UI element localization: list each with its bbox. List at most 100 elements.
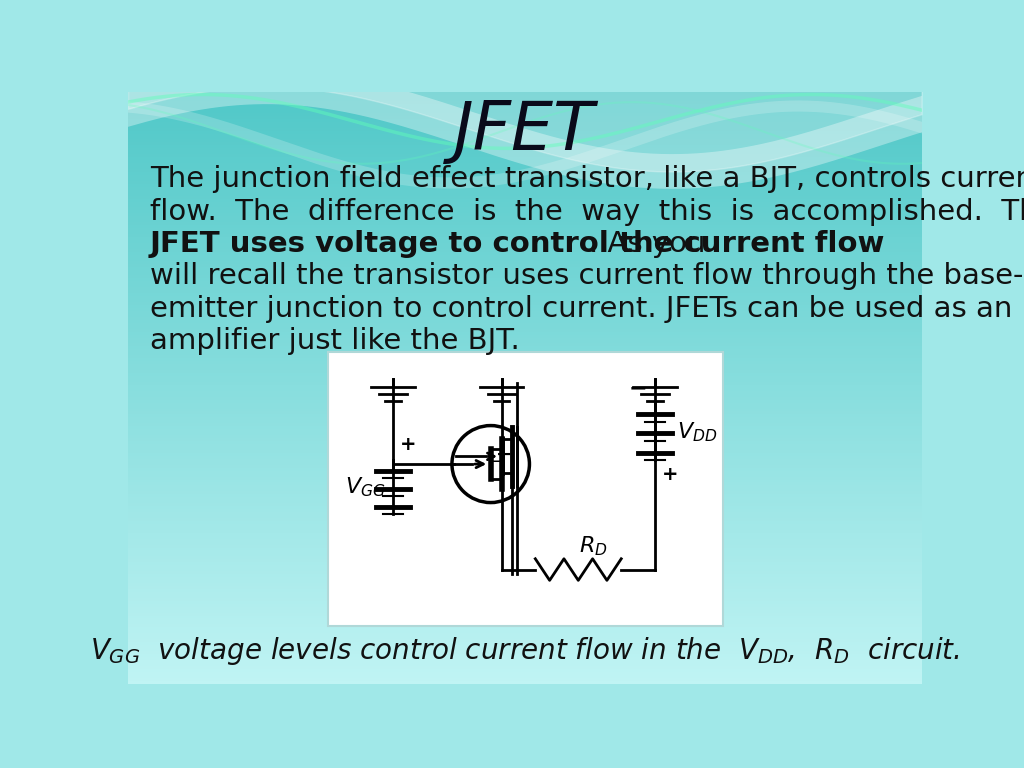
- Bar: [128, 515, 922, 518]
- Bar: [128, 580, 922, 583]
- Bar: [128, 300, 922, 302]
- Bar: [128, 423, 922, 426]
- Bar: [128, 402, 922, 406]
- Bar: [128, 571, 922, 574]
- Bar: [128, 287, 922, 290]
- Bar: [128, 353, 922, 356]
- Text: +: +: [663, 465, 679, 484]
- Bar: [128, 308, 922, 311]
- Bar: [128, 426, 922, 429]
- Bar: [128, 456, 922, 458]
- Bar: [128, 391, 922, 394]
- Bar: [128, 210, 922, 214]
- Bar: [128, 382, 922, 385]
- Bar: [128, 217, 922, 220]
- Bar: [128, 536, 922, 538]
- Bar: [128, 518, 922, 521]
- Bar: [128, 145, 922, 148]
- Bar: [128, 214, 922, 217]
- Bar: [128, 154, 922, 157]
- Bar: [128, 438, 922, 441]
- Bar: [128, 340, 922, 343]
- Bar: [128, 332, 922, 335]
- Text: $R_D$: $R_D$: [580, 535, 608, 558]
- Bar: [128, 335, 922, 338]
- Bar: [128, 672, 922, 674]
- Bar: [128, 500, 922, 503]
- Bar: [128, 594, 922, 598]
- Bar: [128, 169, 922, 172]
- Bar: [128, 527, 922, 530]
- Bar: [128, 545, 922, 548]
- Bar: [128, 568, 922, 571]
- Bar: [128, 161, 922, 163]
- Text: flow.  The  difference  is  the  way  this  is  accomplished.  The: flow. The difference is the way this is …: [150, 197, 1024, 226]
- Bar: [128, 492, 922, 495]
- Bar: [128, 258, 922, 260]
- Bar: [128, 530, 922, 533]
- Bar: [128, 663, 922, 666]
- Bar: [128, 601, 922, 604]
- Text: amplifier just like the BJT.: amplifier just like the BJT.: [150, 327, 519, 355]
- Bar: [128, 255, 922, 258]
- Bar: [128, 435, 922, 438]
- Bar: [128, 266, 922, 270]
- Bar: [128, 432, 922, 435]
- Bar: [128, 252, 922, 255]
- Text: JFET: JFET: [455, 98, 595, 164]
- Bar: [128, 142, 922, 145]
- Bar: [128, 524, 922, 527]
- Bar: [128, 385, 922, 388]
- Bar: [128, 260, 922, 263]
- Bar: [128, 634, 922, 636]
- Bar: [128, 175, 922, 178]
- Bar: [128, 98, 922, 101]
- Bar: [128, 180, 922, 184]
- Bar: [128, 479, 922, 482]
- Bar: [128, 388, 922, 391]
- Bar: [128, 399, 922, 402]
- Bar: [128, 509, 922, 512]
- Text: will recall the transistor uses current flow through the base-: will recall the transistor uses current …: [150, 262, 1023, 290]
- Bar: [128, 222, 922, 225]
- Bar: [128, 458, 922, 462]
- Bar: [128, 119, 922, 121]
- Bar: [128, 358, 922, 361]
- Bar: [128, 379, 922, 382]
- Bar: [128, 104, 922, 107]
- Bar: [128, 613, 922, 615]
- Bar: [128, 412, 922, 415]
- Bar: [128, 488, 922, 492]
- Bar: [128, 148, 922, 151]
- Bar: [128, 101, 922, 104]
- Bar: [128, 627, 922, 631]
- Text: −: −: [496, 445, 512, 465]
- Bar: [128, 674, 922, 677]
- Bar: [128, 574, 922, 577]
- Bar: [128, 447, 922, 450]
- Bar: [128, 323, 922, 326]
- Bar: [128, 124, 922, 127]
- Bar: [128, 329, 922, 332]
- Text: $V_{GG}$: $V_{GG}$: [345, 475, 385, 499]
- Bar: [128, 113, 922, 116]
- Bar: [128, 92, 922, 95]
- Bar: [128, 293, 922, 296]
- Bar: [128, 326, 922, 329]
- Text: emitter junction to control current. JFETs can be used as an: emitter junction to control current. JFE…: [150, 295, 1012, 323]
- Bar: [128, 624, 922, 627]
- Bar: [128, 319, 922, 323]
- Bar: [128, 346, 922, 349]
- Text: +: +: [400, 435, 417, 455]
- Bar: [128, 604, 922, 607]
- Bar: [128, 193, 922, 196]
- Bar: [128, 506, 922, 509]
- Bar: [128, 157, 922, 161]
- Bar: [128, 586, 922, 589]
- Bar: [128, 677, 922, 680]
- Bar: [128, 660, 922, 663]
- Bar: [128, 172, 922, 175]
- Text: The junction field effect transistor, like a BJT, controls current: The junction field effect transistor, li…: [150, 165, 1024, 194]
- Bar: [128, 468, 922, 471]
- Bar: [128, 367, 922, 370]
